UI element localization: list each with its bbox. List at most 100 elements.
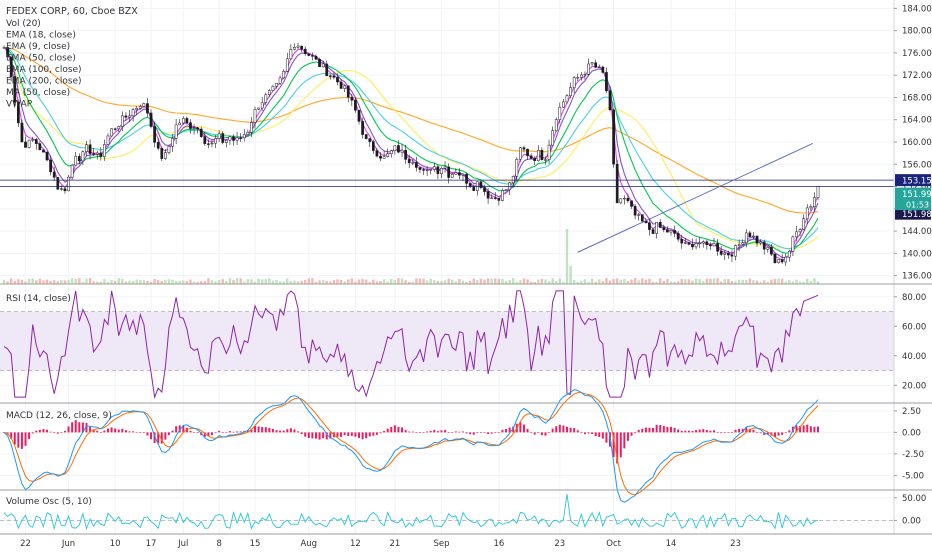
macd-hist-bar (576, 430, 579, 433)
volume-bar (615, 278, 619, 284)
volume-bar (522, 278, 526, 284)
candle-body (415, 162, 418, 168)
candle-body (221, 133, 225, 143)
price-tick-label-0: 184.00 (902, 4, 932, 14)
candle-body (623, 197, 626, 200)
volume-bar (124, 281, 128, 284)
macd-panel[interactable] (3, 389, 819, 503)
volume-bar (648, 278, 651, 284)
macd-hist-bar (465, 432, 468, 434)
candle-body (13, 76, 17, 103)
candle-body (701, 241, 705, 244)
volume-bar (590, 278, 594, 284)
candle-body (698, 242, 702, 245)
macd-hist-bar (422, 432, 425, 433)
macd-hist-bar (304, 432, 307, 437)
candle-body (587, 63, 590, 75)
candle-body (110, 128, 113, 137)
macd-hist-bar (38, 429, 41, 433)
macd-hist-bar (777, 432, 780, 436)
candle-body (85, 144, 88, 152)
volume-bar (189, 279, 192, 284)
candle-body (149, 112, 153, 127)
price-panel[interactable] (0, 42, 894, 284)
volume-bar (225, 280, 228, 284)
candle-body (784, 256, 788, 263)
candle-body (153, 126, 156, 143)
macd-hist-bar (738, 428, 741, 433)
volume-bar (85, 278, 88, 284)
macd-hist-bar (716, 432, 719, 433)
price-tick-label-6: 160.00 (902, 138, 932, 148)
volume-bar (260, 279, 264, 284)
rsi-panel[interactable] (0, 290, 894, 400)
macd-hist-bar (669, 426, 672, 433)
macd-hist-bar (347, 432, 350, 437)
volume-bar (544, 279, 547, 284)
volume-bar (784, 281, 787, 284)
volume-bar (515, 281, 518, 284)
candle-body (536, 149, 540, 161)
macd-hist-bar (150, 432, 153, 440)
volume-bar (630, 279, 633, 284)
volume-bar (802, 281, 805, 284)
volume-bar (766, 281, 769, 284)
volume-bar (508, 279, 511, 284)
candle-body (666, 229, 669, 233)
macd-hist-bar (565, 426, 568, 433)
macd-hist-bar (684, 430, 687, 433)
macd-hist-bar (458, 431, 461, 433)
volume-bar (809, 281, 813, 284)
volume-bar (92, 281, 95, 284)
macd-hist-bar (626, 432, 629, 441)
candle-body (160, 148, 164, 159)
macd-hist-bar (175, 426, 178, 433)
price-tick-label-2: 176.00 (902, 49, 932, 59)
candle-body (773, 253, 777, 263)
macd-hist-bar (583, 432, 586, 435)
volume-bar (207, 278, 210, 284)
volume-bar (232, 280, 235, 284)
volume-bar (31, 278, 34, 284)
macd-hist-bar (501, 429, 504, 433)
candle-body (103, 144, 106, 157)
macd-hist-bar (203, 432, 206, 437)
macd-hist-bar (476, 432, 479, 433)
candle-body (576, 77, 580, 79)
candle-body (275, 82, 278, 87)
macd-hist-bar (418, 432, 421, 433)
macd-hist-bar (723, 432, 726, 433)
candle-body (669, 230, 673, 233)
candle-body (285, 58, 289, 72)
volume-bar (386, 281, 389, 284)
candle-body (633, 206, 637, 216)
candle-body (224, 139, 228, 143)
macd-hist-bar (713, 430, 716, 433)
macd-hist-bar (594, 432, 597, 437)
macd-hist-bar (257, 426, 260, 433)
volume-bar (128, 280, 131, 284)
candle-body (135, 108, 139, 110)
volume-bar (770, 279, 773, 284)
candle-body (242, 134, 246, 139)
candle-body (787, 250, 791, 258)
volume-bar (777, 278, 780, 284)
volume-bar (458, 278, 461, 284)
macd-hist-bar (232, 431, 235, 433)
candle-body (723, 252, 727, 255)
volume-bar (400, 278, 404, 284)
macd-hist-bar (666, 426, 669, 433)
volume-bar (24, 281, 27, 284)
macd-tick-label-0: 2.50 (902, 407, 921, 417)
volume-bar (569, 266, 572, 284)
volume-bar (712, 278, 716, 284)
candle-body (529, 155, 533, 159)
volume-bar (608, 280, 612, 284)
macd-hist-bar (705, 429, 708, 433)
macd-hist-bar (67, 426, 70, 433)
volume-osc-panel[interactable] (0, 494, 894, 531)
rsi-band (0, 311, 894, 371)
candle-body (727, 252, 730, 256)
candle-body (117, 126, 121, 130)
